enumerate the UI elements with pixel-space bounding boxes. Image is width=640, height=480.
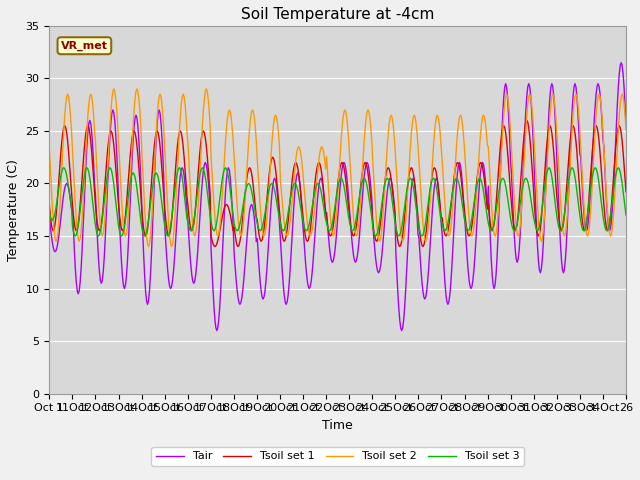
Tsoil set 2: [196, 179, 204, 184]
Title: Soil Temperature at -4cm: Soil Temperature at -4cm: [241, 7, 435, 22]
Tsoil set 2: [110, 86, 118, 92]
Tsoil set 2: [433, 114, 440, 120]
Tair: [431, 178, 439, 183]
Line: Tsoil set 2: Tsoil set 2: [49, 89, 626, 247]
Tair: [622, 122, 630, 128]
Tsoil set 1: [194, 178, 202, 184]
Tsoil set 1: [622, 189, 630, 195]
Tsoil set 3: [622, 212, 630, 218]
Tsoil set 3: [60, 165, 68, 170]
Tair: [387, 175, 394, 181]
Tsoil set 3: [482, 202, 490, 207]
Tsoil set 1: [387, 170, 394, 176]
Tsoil set 2: [45, 146, 53, 152]
Tsoil set 3: [72, 233, 79, 239]
Tsoil set 2: [150, 187, 157, 193]
Tsoil set 1: [211, 244, 219, 250]
Line: Tsoil set 3: Tsoil set 3: [49, 168, 626, 236]
Tair: [148, 253, 156, 259]
Tsoil set 3: [433, 184, 440, 190]
Tsoil set 2: [387, 112, 395, 118]
Tair: [45, 215, 53, 220]
Tsoil set 1: [307, 219, 315, 225]
Tsoil set 1: [481, 178, 488, 184]
Tsoil set 3: [45, 210, 53, 216]
Y-axis label: Temperature (C): Temperature (C): [7, 159, 20, 261]
Tsoil set 2: [145, 244, 152, 250]
Tsoil set 1: [148, 180, 156, 186]
Tair: [307, 278, 315, 284]
X-axis label: Time: Time: [323, 419, 353, 432]
Tsoil set 3: [308, 204, 316, 210]
Line: Tair: Tair: [49, 63, 626, 331]
Legend: Tair, Tsoil set 1, Tsoil set 2, Tsoil set 3: Tair, Tsoil set 1, Tsoil set 2, Tsoil se…: [152, 447, 524, 466]
Tsoil set 1: [431, 166, 439, 172]
Tsoil set 3: [150, 180, 157, 185]
Tair: [618, 60, 625, 66]
Tsoil set 2: [482, 120, 490, 126]
Tsoil set 2: [622, 127, 630, 132]
Tsoil set 1: [523, 118, 531, 123]
Tsoil set 2: [308, 227, 316, 233]
Tsoil set 1: [45, 202, 53, 207]
Line: Tsoil set 1: Tsoil set 1: [49, 120, 626, 247]
Tair: [213, 328, 221, 334]
Tair: [481, 168, 488, 174]
Tair: [194, 250, 202, 256]
Tsoil set 3: [196, 174, 204, 180]
Text: VR_met: VR_met: [61, 41, 108, 51]
Tsoil set 3: [387, 190, 395, 195]
